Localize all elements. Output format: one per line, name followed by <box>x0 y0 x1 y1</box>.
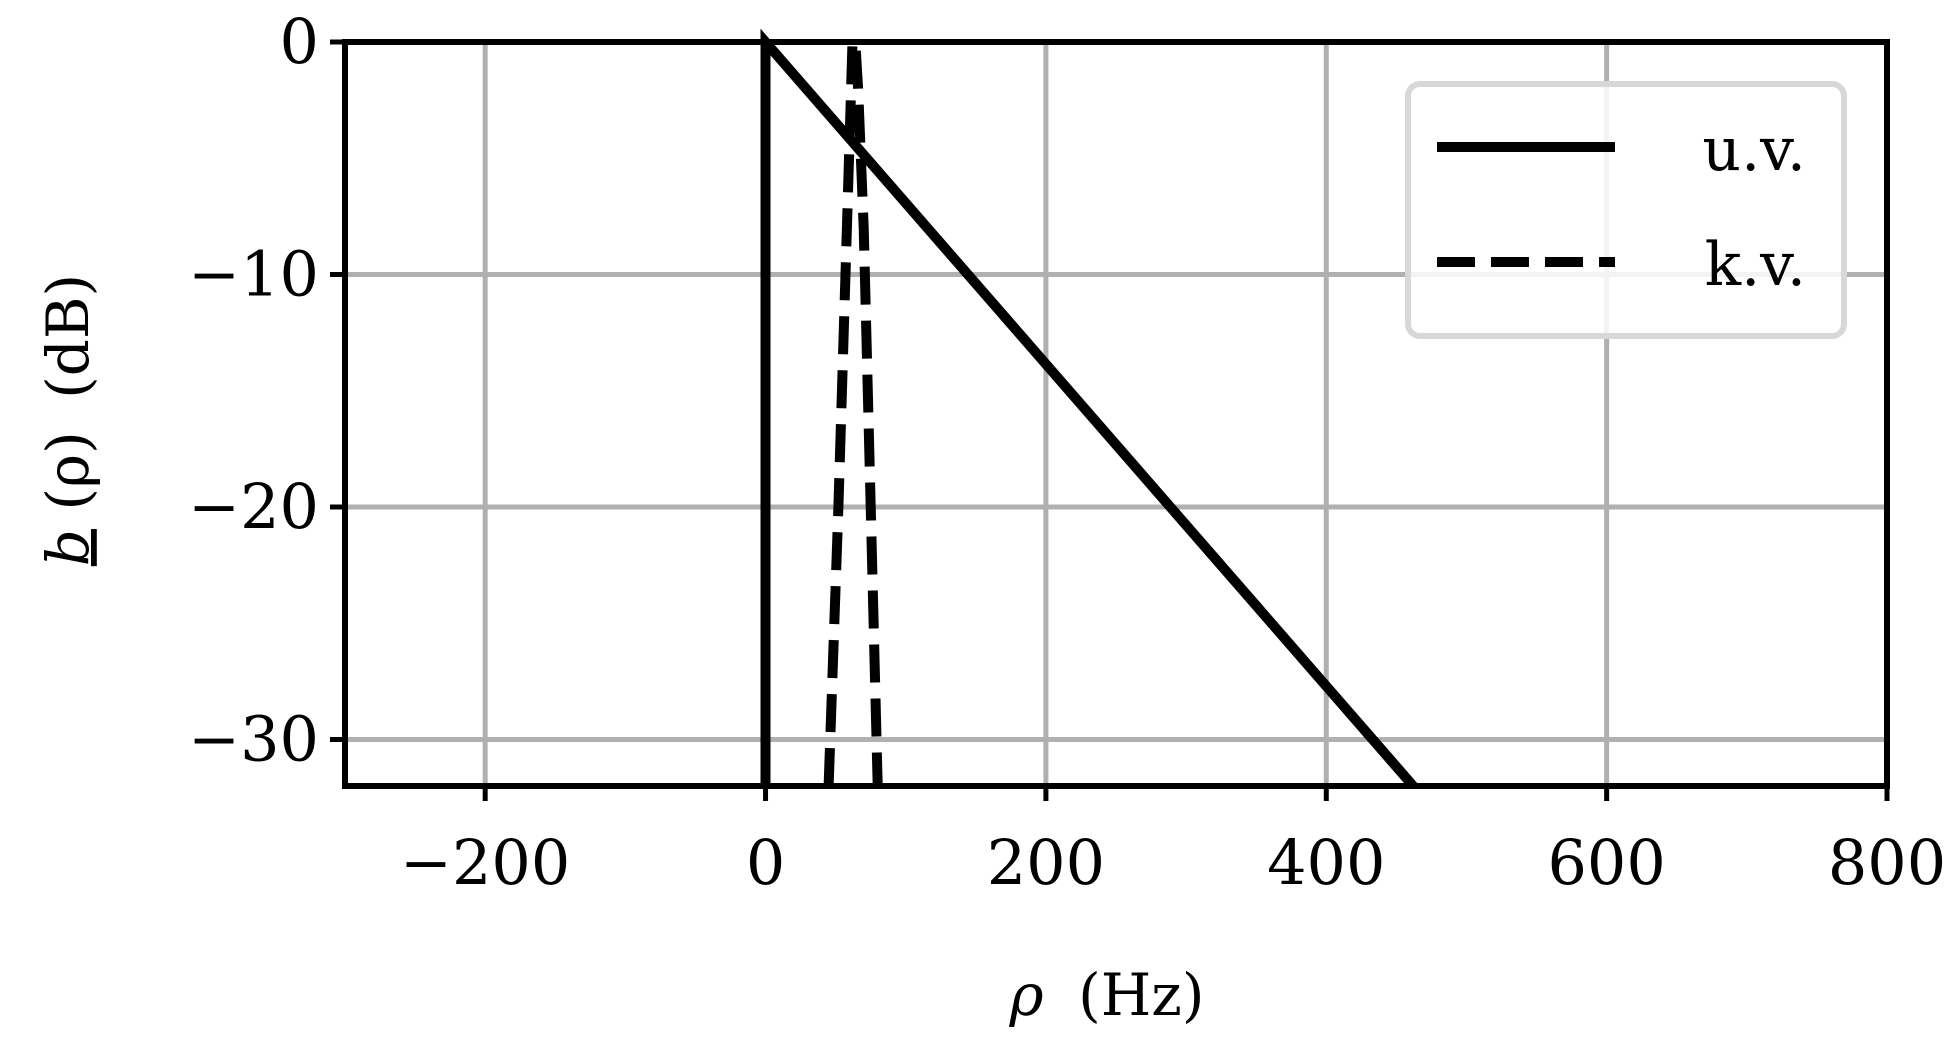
y-axis-arg: (ρ) <box>34 431 102 510</box>
tick-labels: −200 0 200 400 600 800 0 −10 −20 −30 <box>188 5 1946 899</box>
legend-label-kv: k.v. <box>1705 230 1806 300</box>
series-uv-line <box>760 28 1417 790</box>
x-tick-label: 600 <box>1547 826 1665 899</box>
y-axis-unit: (dB) <box>34 274 102 399</box>
x-tick-label: −200 <box>400 826 570 899</box>
x-axis-label: ρ (Hz) <box>1009 961 1205 1029</box>
x-axis-symbol: ρ <box>1009 961 1044 1029</box>
x-tick-label: 0 <box>746 826 785 899</box>
plot-frame <box>342 39 1890 789</box>
y-tick-label: −30 <box>188 703 319 776</box>
legend-label-uv: u.v. <box>1702 115 1806 185</box>
x-axis-unit: (Hz) <box>1078 961 1204 1029</box>
y-axis-label: b (ρ) (dB) <box>34 274 102 566</box>
y-tick-label: −10 <box>188 238 319 311</box>
y-axis-symbol: b <box>34 529 102 566</box>
y-tick-label: 0 <box>280 5 319 78</box>
y-tick-label: −20 <box>188 470 319 543</box>
legend: u.v. k.v. <box>1405 81 1847 339</box>
x-tick-label: 400 <box>1267 826 1385 899</box>
x-tick-label: 200 <box>987 826 1105 899</box>
series-layer <box>760 28 1417 790</box>
x-tick-label: 800 <box>1828 826 1946 899</box>
ticks <box>330 39 1890 801</box>
series-kv-line <box>823 37 883 787</box>
